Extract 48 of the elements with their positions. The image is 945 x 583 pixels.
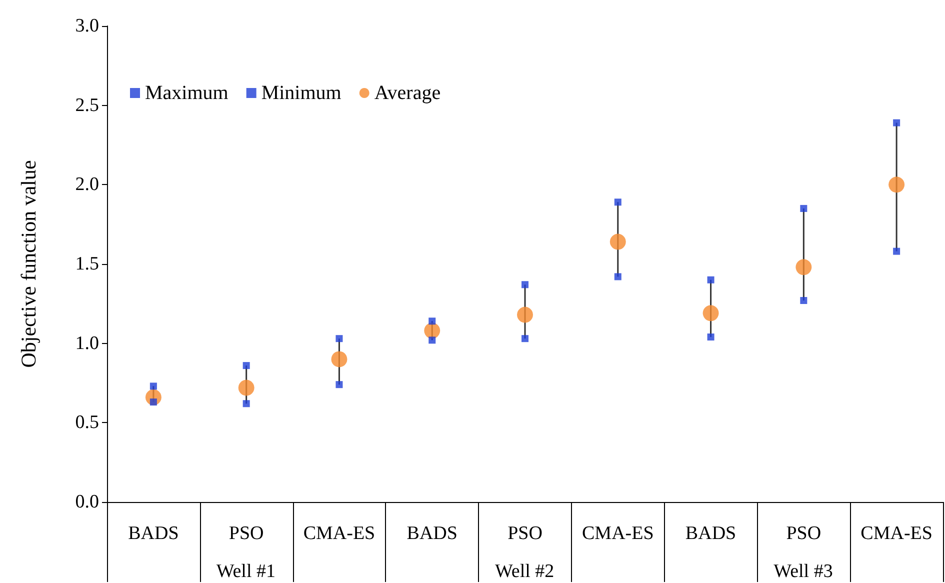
x-tick-label: CMA-ES	[860, 523, 932, 544]
point	[428, 336, 436, 344]
text: Well #1	[216, 561, 276, 582]
x-tick-label: PSO	[786, 523, 822, 544]
point	[707, 333, 714, 340]
y-tick-label: 3.0	[75, 16, 99, 36]
point	[336, 381, 343, 388]
point	[800, 296, 808, 304]
point	[150, 398, 157, 406]
point	[796, 259, 812, 276]
point	[893, 119, 900, 126]
point	[242, 362, 250, 370]
point	[331, 351, 348, 368]
x-tick-label: PSO	[508, 523, 542, 544]
text: Well #3	[774, 561, 833, 582]
point	[517, 306, 533, 323]
point	[522, 335, 528, 342]
point	[707, 276, 714, 284]
point	[702, 305, 719, 322]
legend-label: Average	[374, 82, 441, 104]
legend-label: Maximum	[145, 82, 229, 104]
point	[888, 176, 905, 193]
x-tick-label: CMA-ES	[582, 523, 654, 544]
x-tick-label: BADS	[685, 523, 736, 544]
y-tick-label: 2.5	[75, 94, 99, 116]
point	[428, 318, 436, 325]
text: Well #2	[495, 561, 554, 582]
x-tick-label: PSO	[228, 523, 264, 544]
point	[610, 234, 626, 250]
point	[893, 248, 900, 255]
legend-label: Minimum	[261, 82, 342, 104]
point	[614, 198, 622, 206]
y-tick-label: 0.5	[75, 412, 99, 434]
y-tick-label: 0.0	[75, 492, 99, 512]
point	[150, 382, 157, 390]
y-axis-title: Objective function value	[16, 160, 40, 368]
x-tick-label: BADS	[406, 523, 458, 544]
x-tick-label: BADS	[128, 523, 179, 544]
point	[242, 400, 250, 408]
point	[522, 281, 528, 288]
y-tick-label: 2.0	[75, 174, 99, 196]
point	[336, 335, 343, 342]
y-tick-label: 1.0	[75, 332, 99, 354]
x-tick-label: CMA-ES	[303, 523, 376, 544]
y-tick-label: 1.5	[75, 254, 99, 274]
point	[238, 380, 254, 396]
point	[614, 273, 622, 280]
point	[800, 204, 808, 212]
